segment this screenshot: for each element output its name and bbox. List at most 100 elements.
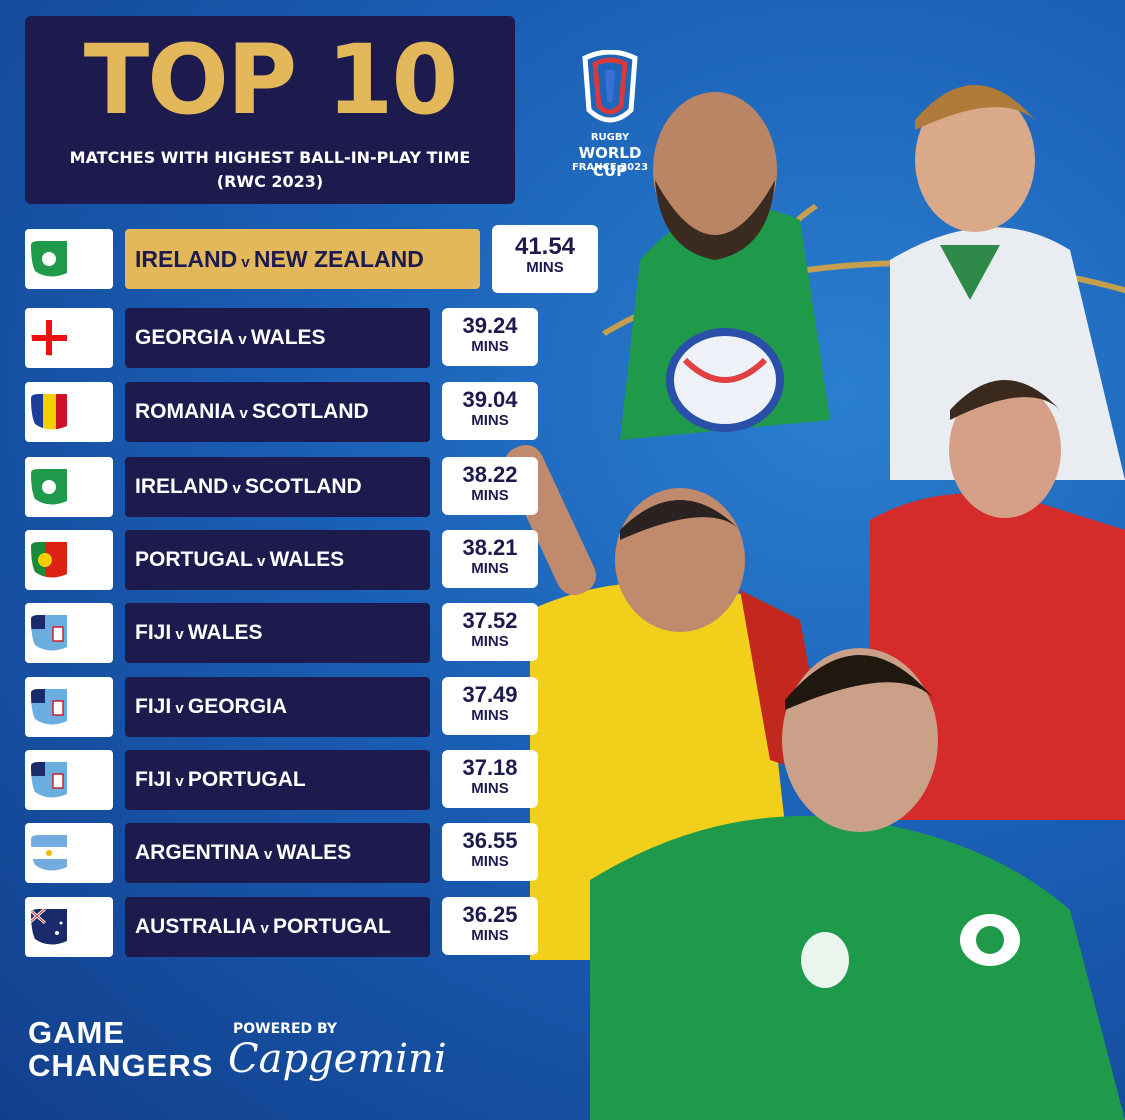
ireland-rugby-flag-icon — [31, 241, 67, 277]
scotland-flag-icon — [69, 394, 109, 430]
georgia-flag-icon — [69, 689, 109, 725]
minutes-value: 36.25 — [462, 902, 518, 927]
ball-in-play-time: 36.25 MINS — [442, 897, 538, 955]
away-team: SCOTLAND — [252, 400, 369, 423]
minutes-value: 37.52 — [462, 608, 518, 633]
logo-text: FRANCE 2023 — [571, 162, 649, 173]
match-flags — [25, 897, 113, 957]
away-team: WALES — [250, 326, 326, 349]
ball-in-play-time: 37.49 MINS — [442, 677, 538, 735]
away-team: PORTUGAL — [273, 915, 391, 938]
home-team: FIJI — [135, 768, 172, 791]
players-illustration — [503, 85, 1125, 1120]
home-team: PORTUGAL — [135, 548, 253, 571]
match-name: PORTUGAL v WALES — [125, 530, 430, 590]
match-name: ROMANIA v SCOTLAND — [125, 382, 430, 442]
minutes-value: 41.54 — [514, 233, 576, 260]
away-team: SCOTLAND — [245, 475, 362, 498]
away-team: NEW ZEALAND — [253, 246, 424, 272]
minutes-unit: MINS — [471, 560, 509, 577]
logo-text: RUGBY — [590, 132, 630, 143]
match-flags — [25, 750, 113, 810]
minutes-unit: MINS — [471, 412, 509, 429]
ball-in-play-time: 37.52 MINS — [442, 603, 538, 661]
versus-label: v — [237, 254, 254, 271]
ireland-rugby-flag-icon — [31, 469, 67, 505]
versus-label: v — [252, 553, 270, 570]
ball-in-play-time: 37.18 MINS — [442, 750, 538, 808]
wales-flag-icon — [69, 320, 109, 356]
minutes-value: 37.49 — [462, 682, 518, 707]
logo-text: WORLD CUP — [578, 144, 642, 180]
game-changers-logo: CHANGERS — [28, 1048, 214, 1083]
argentina-flag-icon — [31, 835, 67, 871]
match-name: ARGENTINA v WALES — [125, 823, 430, 883]
match-flags — [25, 457, 113, 517]
match-name: GEORGIA v WALES — [125, 308, 430, 368]
fiji-flag-icon — [31, 762, 67, 798]
minutes-value: 38.21 — [462, 535, 518, 560]
home-team: ROMANIA — [135, 400, 236, 423]
match-name: AUSTRALIA v PORTUGAL — [125, 897, 430, 957]
ball-in-play-time: 39.04 MINS — [442, 382, 538, 440]
match-name: FIJI v WALES — [125, 603, 430, 663]
home-team: FIJI — [135, 695, 172, 718]
fiji-flag-icon — [31, 689, 67, 725]
ball-in-play-time: 36.55 MINS — [442, 823, 538, 881]
match-flags — [25, 603, 113, 663]
match-flags — [25, 308, 113, 368]
away-team: GEORGIA — [187, 695, 288, 718]
scotland-flag-icon — [69, 469, 109, 505]
away-team: PORTUGAL — [187, 768, 306, 791]
minutes-value: 38.22 — [462, 462, 518, 487]
match-name: FIJI v GEORGIA — [125, 677, 430, 737]
home-team: IRELAND — [135, 246, 238, 272]
versus-label: v — [235, 405, 253, 422]
match-flags — [25, 382, 113, 442]
new-zealand-flag-icon — [69, 241, 109, 277]
portugal-flag-icon — [31, 542, 67, 578]
georgia-flag-icon — [31, 320, 67, 356]
wales-flag-icon — [69, 835, 109, 871]
home-team: ARGENTINA — [135, 841, 260, 864]
minutes-unit: MINS — [471, 338, 509, 355]
versus-label: v — [234, 331, 251, 348]
home-team: IRELAND — [135, 475, 229, 498]
fiji-flag-icon — [31, 615, 67, 651]
minutes-unit: MINS — [526, 259, 564, 276]
minutes-value: 39.24 — [462, 313, 518, 338]
ball-in-play-time: 39.24 MINS — [442, 308, 538, 366]
versus-label: v — [171, 700, 188, 717]
minutes-value: 36.55 — [462, 828, 518, 853]
home-team: FIJI — [135, 621, 172, 644]
match-flags — [25, 530, 113, 590]
minutes-unit: MINS — [471, 487, 509, 504]
minutes-unit: MINS — [471, 927, 509, 944]
portugal-flag-icon — [69, 909, 109, 945]
away-team: WALES — [269, 548, 345, 571]
powered-by-label: POWERED BY — [233, 1021, 338, 1037]
match-name: IRELAND v NEW ZEALAND — [125, 229, 480, 289]
match-name: FIJI v PORTUGAL — [125, 750, 430, 810]
minutes-value: 39.04 — [462, 387, 518, 412]
australia-flag-icon — [31, 909, 67, 945]
wales-flag-icon — [69, 542, 109, 578]
home-team: GEORGIA — [135, 326, 235, 349]
versus-label: v — [256, 920, 274, 937]
rugby-world-cup-logo: RUGBY WORLD CUP FRANCE 2023 — [560, 50, 660, 190]
match-flags — [25, 229, 113, 289]
wales-flag-icon — [69, 615, 109, 651]
versus-label: v — [228, 480, 246, 497]
away-team: WALES — [187, 621, 263, 644]
versus-label: v — [259, 846, 277, 863]
away-team: WALES — [276, 841, 352, 864]
minutes-unit: MINS — [471, 633, 509, 650]
match-flags — [25, 823, 113, 883]
title-panel: TOP 10 MATCHES WITH HIGHEST BALL-IN-PLAY… — [25, 16, 515, 204]
portugal-flag-icon — [69, 762, 109, 798]
match-flags — [25, 677, 113, 737]
home-team: AUSTRALIA — [135, 915, 257, 938]
minutes-unit: MINS — [471, 780, 509, 797]
subtitle: MATCHES WITH HIGHEST BALL-IN-PLAY TIME — [69, 148, 471, 167]
